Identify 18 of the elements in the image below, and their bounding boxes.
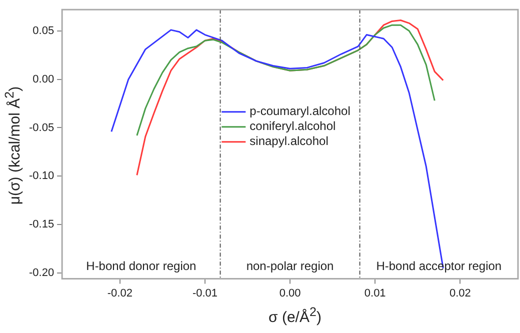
- legend-label: sinapyl.alcohol: [250, 134, 328, 148]
- y-tick-label: -0.05: [28, 122, 54, 134]
- y-tick-label: -0.20: [28, 267, 54, 280]
- y-tick-label: -0.15: [28, 218, 54, 231]
- legend-label: p-coumaryl.alcohol: [250, 104, 350, 118]
- y-tick-label: 0.00: [32, 73, 54, 86]
- annotation: non-polar region: [246, 259, 334, 274]
- annotation: H-bond acceptor region: [376, 259, 502, 274]
- y-tick-label: -0.10: [28, 170, 54, 182]
- x-tick-label: 0.01: [364, 287, 386, 300]
- y-tick-label: 0.05: [32, 24, 54, 37]
- x-tick-label: -0.01: [192, 287, 218, 300]
- x-tick-label: -0.02: [107, 287, 132, 300]
- annotation: H-bond donor region: [86, 259, 196, 274]
- x-axis-title: σ (e/Å$^{2}$): [268, 305, 322, 326]
- x-tick-label: 0.02: [449, 287, 471, 300]
- legend-label: coniferyl.alcohol: [250, 119, 336, 134]
- x-tick-label: 0.00: [279, 287, 301, 300]
